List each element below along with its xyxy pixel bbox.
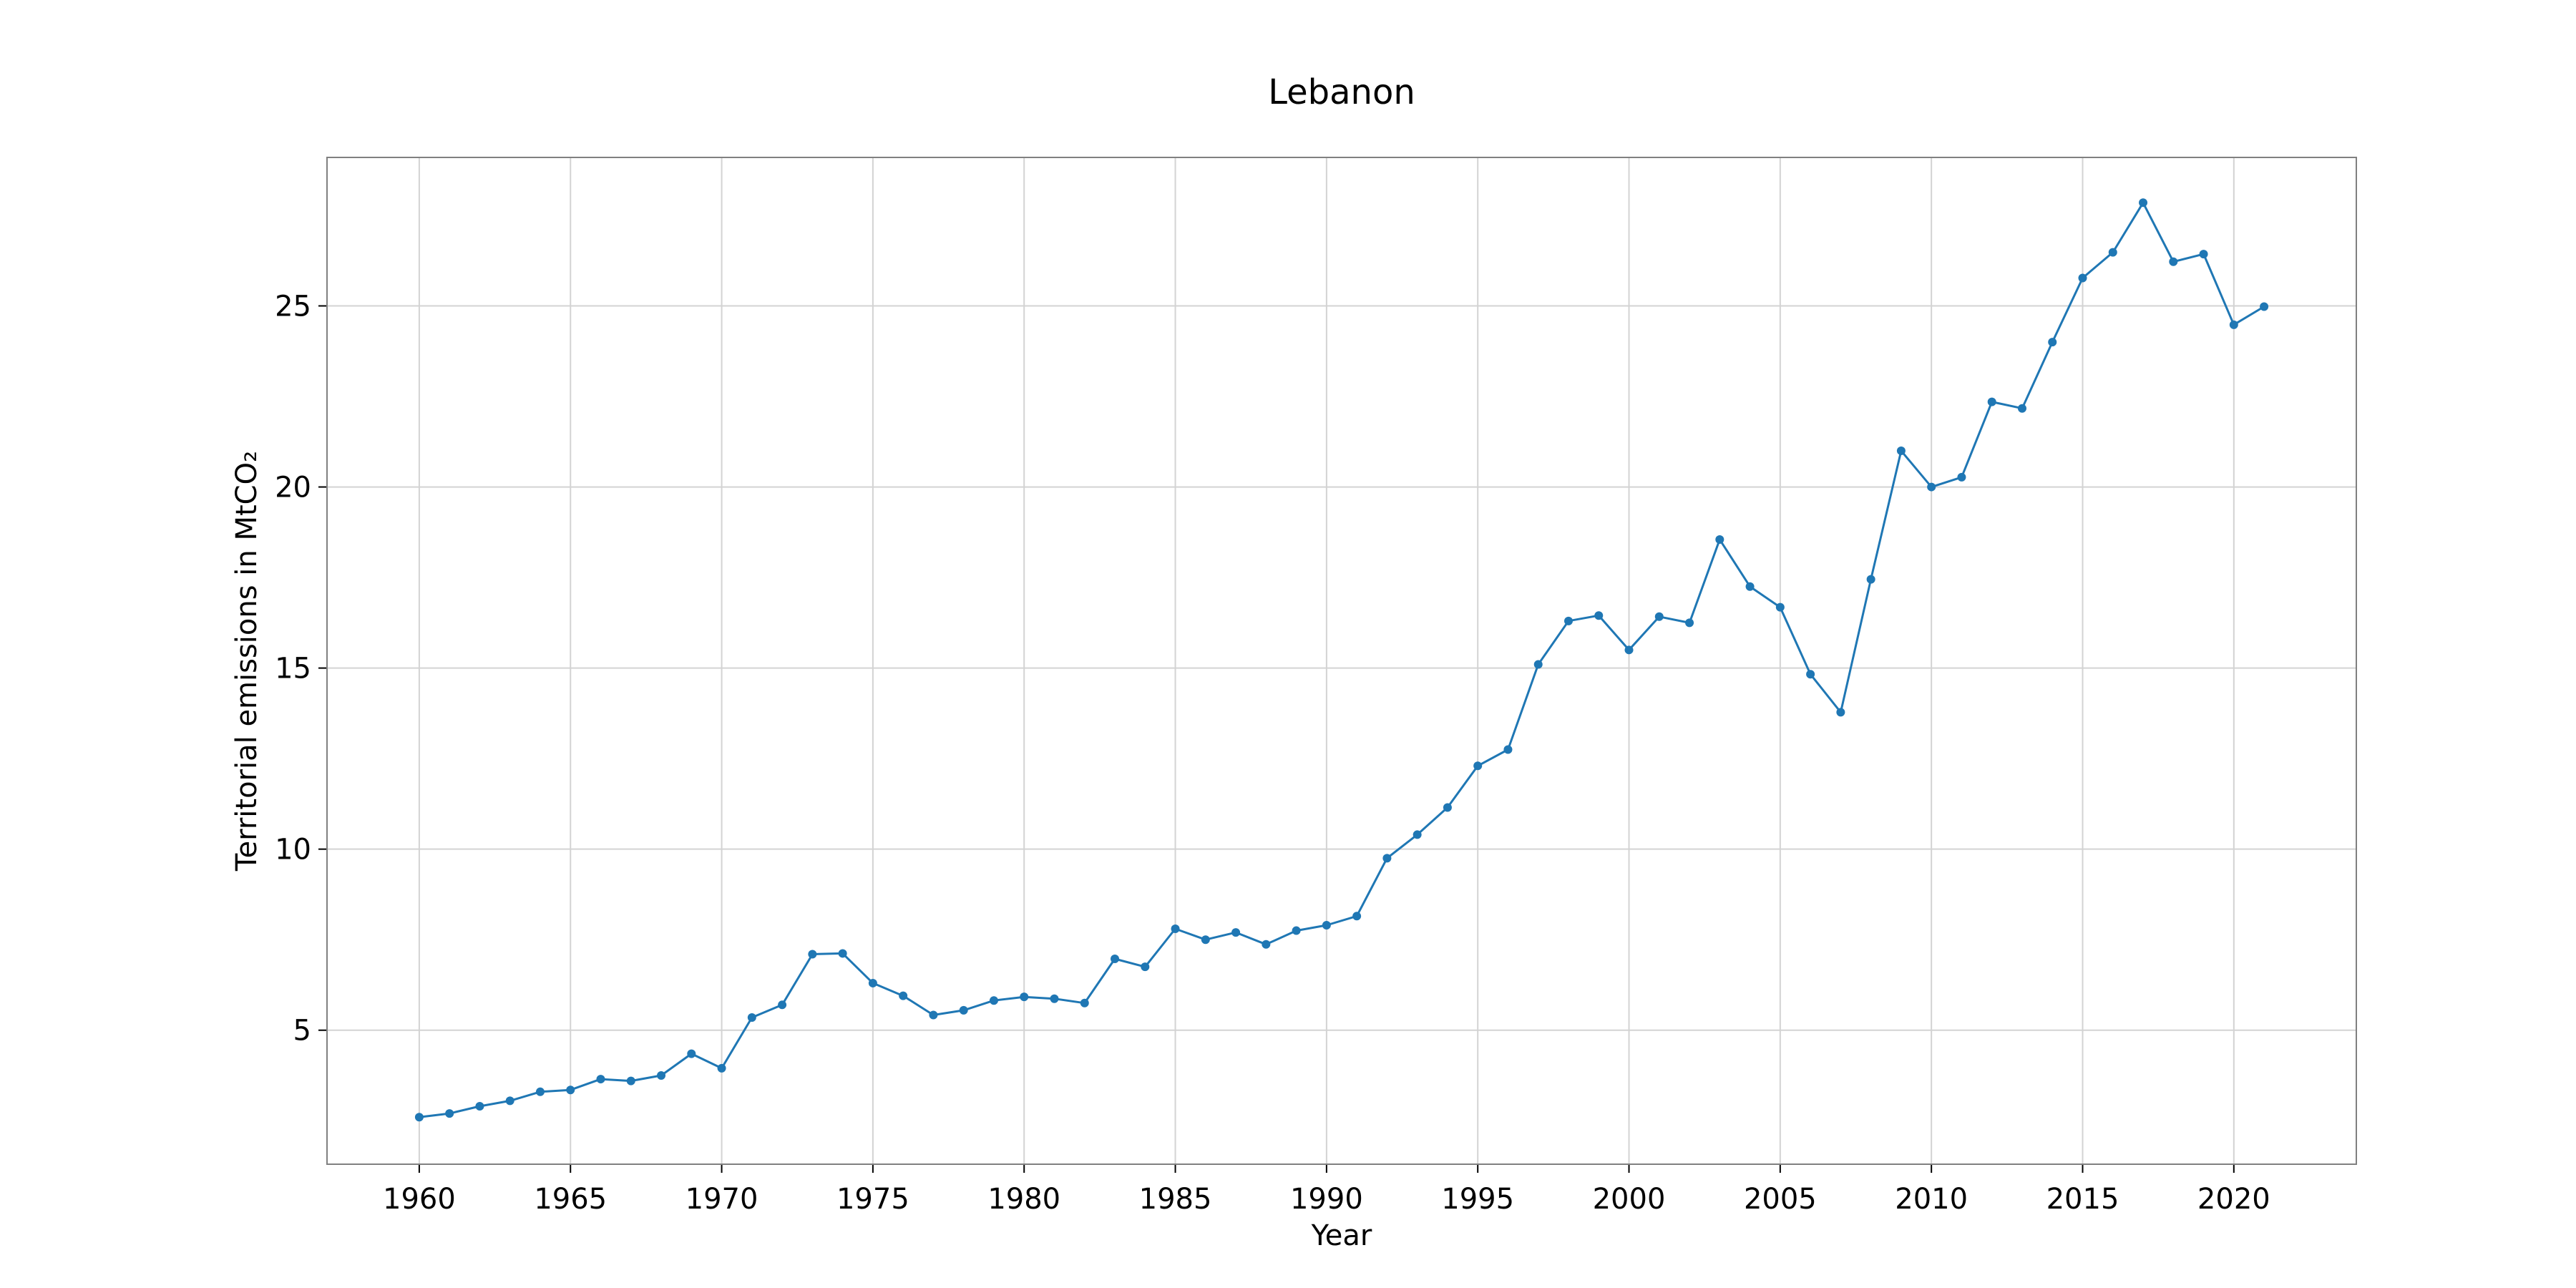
data-point — [2017, 404, 2026, 413]
data-point — [596, 1075, 605, 1084]
data-point — [989, 996, 998, 1005]
data-point — [1563, 616, 1573, 625]
data-point — [838, 949, 847, 958]
grid-lines — [327, 157, 2356, 1164]
data-point — [1292, 926, 1301, 935]
data-point — [1141, 962, 1150, 972]
data-point — [626, 1076, 635, 1085]
data-point — [2108, 248, 2117, 257]
data-point — [1443, 803, 1452, 812]
data-point — [2169, 257, 2178, 266]
data-point — [1594, 611, 1604, 620]
data-point — [1413, 830, 1422, 839]
data-point — [1533, 660, 1543, 669]
data-point — [1866, 575, 1875, 584]
data-point — [1957, 472, 1966, 482]
data-point — [1382, 854, 1392, 863]
y-tick-label: 20 — [275, 472, 311, 504]
data-point — [1111, 955, 1120, 964]
data-point — [1080, 998, 1089, 1008]
x-tick-label: 1980 — [987, 1183, 1060, 1216]
data-point — [899, 991, 908, 1000]
data-point — [2078, 273, 2087, 283]
x-tick-label: 2010 — [1895, 1183, 1968, 1216]
data-point — [1020, 992, 1029, 1002]
x-tick-label: 2020 — [2197, 1183, 2270, 1216]
data-point — [2139, 198, 2148, 208]
data-point — [445, 1109, 454, 1118]
plot-frame — [326, 157, 2357, 1165]
x-tick-label: 2015 — [2046, 1183, 2119, 1216]
axis-ticks: 1960 1965 1970 1975 1980 1985 1990 1995 2000 2005… — [275, 291, 2270, 1216]
data-point — [2199, 250, 2208, 259]
x-tick-label: 2000 — [1593, 1183, 1666, 1216]
data-point — [535, 1087, 545, 1096]
data-point — [1231, 928, 1241, 937]
data-point — [687, 1049, 696, 1058]
data-point — [868, 978, 877, 987]
data-point — [808, 950, 817, 959]
data-point — [1715, 535, 1724, 544]
data-point — [929, 1010, 938, 1020]
x-tick-label: 1975 — [836, 1183, 909, 1216]
x-tick-label: 1985 — [1139, 1183, 1212, 1216]
data-point — [959, 1005, 968, 1015]
chart-title: Lebanon — [1268, 72, 1415, 112]
data-point — [1685, 618, 1694, 628]
data-point — [2048, 338, 2057, 347]
data-point — [1987, 397, 1996, 406]
data-point — [1927, 482, 1936, 492]
data-point — [1896, 446, 1906, 455]
data-point — [414, 1113, 424, 1122]
data-point — [1745, 582, 1755, 591]
x-tick-label: 1970 — [686, 1183, 758, 1216]
data-point — [1171, 924, 1180, 934]
x-tick-label: 1990 — [1290, 1183, 1363, 1216]
data-point — [475, 1102, 484, 1111]
data-point — [1473, 761, 1483, 771]
data-point — [1352, 912, 1362, 921]
data-point — [1624, 645, 1634, 655]
x-tick-label: 1965 — [534, 1183, 607, 1216]
x-tick-label: 1995 — [1441, 1183, 1514, 1216]
data-point — [505, 1096, 514, 1106]
y-tick-label: 5 — [293, 1015, 311, 1048]
x-tick-label: 2005 — [1744, 1183, 1817, 1216]
y-tick-label: 15 — [275, 653, 311, 686]
data-point — [1836, 708, 1845, 717]
data-point — [1050, 994, 1059, 1003]
data-point — [747, 1013, 756, 1023]
data-point — [778, 1000, 787, 1010]
data-point — [1262, 940, 1271, 949]
y-tick-label: 25 — [275, 291, 311, 323]
data-point — [717, 1063, 726, 1073]
data-point — [1503, 745, 1513, 754]
x-axis-label: Year — [1311, 1219, 1372, 1252]
data-point — [1322, 920, 1331, 930]
y-axis-label: Territorial emissions in MtCO₂ — [230, 451, 263, 872]
data-point — [1775, 602, 1785, 612]
data-point — [2260, 302, 2269, 311]
series-line — [419, 201, 2265, 1118]
data-point — [1201, 935, 1210, 945]
data-series — [414, 198, 2269, 1122]
data-point — [566, 1085, 575, 1095]
data-point — [657, 1071, 666, 1080]
data-point — [2229, 320, 2238, 329]
data-point — [1654, 612, 1664, 621]
x-tick-label: 1960 — [383, 1183, 456, 1216]
y-tick-label: 10 — [275, 834, 311, 867]
data-point — [1806, 670, 1815, 679]
